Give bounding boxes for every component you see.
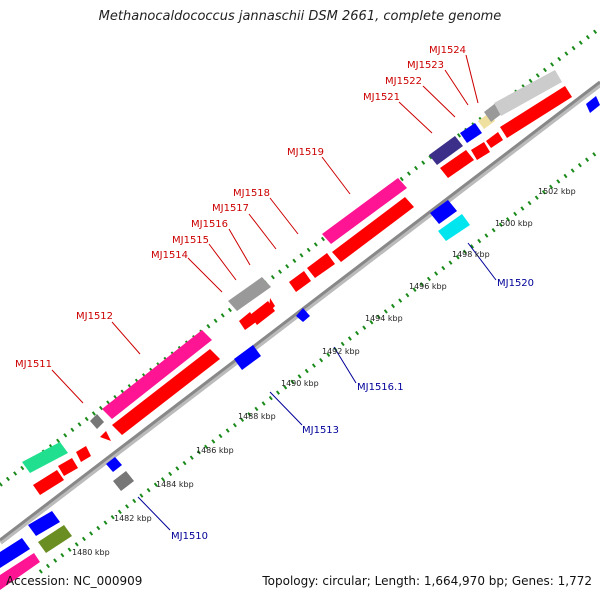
locus-label: MJ1511	[15, 359, 52, 370]
gene-olive-left	[38, 525, 72, 553]
gene-blue-left-1	[28, 511, 60, 536]
inner-tick-track	[38, 148, 600, 574]
gene-lightgray-1524	[494, 70, 562, 116]
leader-lines	[51, 54, 497, 531]
scale-label: 1494 kbp	[365, 314, 403, 323]
gene-red-left-2	[58, 458, 78, 476]
map-title: Methanocaldococcus jannaschii DSM 2661, …	[98, 9, 502, 24]
locus-label: MJ1520	[497, 278, 534, 289]
scale-label: 1488 kbp	[238, 412, 276, 421]
gene-red-left-1	[33, 470, 64, 495]
gene-gray-1511	[90, 414, 104, 429]
gene-blue-1513	[234, 345, 261, 370]
gene-indigo-1521	[429, 136, 463, 165]
locus-label: MJ1516.1	[357, 382, 404, 393]
scale-label: 1484 kbp	[156, 480, 194, 489]
gene-red-1511	[100, 431, 111, 441]
locus-label: MJ1518	[233, 188, 270, 199]
forward-features[interactable]	[22, 70, 600, 495]
gene-red-left-3	[76, 446, 91, 462]
gene-red-1517	[269, 298, 275, 312]
scale-label: 1482 kbp	[114, 514, 152, 523]
reverse-features[interactable]	[0, 200, 470, 590]
gene-blue-left-2	[0, 538, 30, 568]
forward-locus-labels: MJ1511 MJ1512 MJ1514 MJ1515 MJ1516 MJ151…	[15, 45, 466, 370]
gene-red-1516	[250, 301, 275, 325]
locus-label: MJ1519	[287, 147, 324, 158]
gene-red-1521	[440, 150, 474, 178]
locus-label: MJ1510	[171, 531, 208, 542]
gene-blue-1520	[430, 200, 457, 224]
scale-label: 1500 kbp	[495, 219, 533, 228]
gene-cyan-1520	[438, 214, 470, 241]
gene-red-1524	[500, 86, 572, 138]
scale-labels: 1480 kbp 1482 kbp 1484 kbp 1486 kbp 1488…	[72, 187, 576, 557]
scale-label: 1480 kbp	[72, 548, 110, 557]
gene-green-left	[22, 442, 68, 473]
gene-pink-1512	[102, 330, 212, 419]
locus-label: MJ1523	[407, 60, 444, 71]
gene-gray-1510	[113, 471, 134, 491]
locus-label: MJ1514	[151, 250, 188, 261]
gene-red-1519	[332, 197, 414, 262]
gene-blue-1516.1	[296, 308, 310, 322]
gene-pink-1519	[322, 178, 407, 244]
locus-label: MJ1512	[76, 311, 113, 322]
gene-red-1512	[112, 349, 220, 435]
locus-label: MJ1515	[172, 235, 209, 246]
locus-label: MJ1517	[212, 203, 249, 214]
gene-blue-1510	[106, 457, 122, 472]
gene-red-1518	[289, 271, 311, 292]
locus-label: MJ1516	[191, 219, 228, 230]
gene-blue-edge	[586, 96, 600, 113]
reverse-locus-labels: MJ1510 MJ1513 MJ1516.1 MJ1520	[171, 278, 534, 542]
scale-label: 1502 kbp	[538, 187, 576, 196]
gene-gray-1514	[228, 277, 271, 311]
scale-label: 1490 kbp	[281, 379, 319, 388]
gene-pink-left	[0, 553, 40, 590]
gene-blue-1522	[460, 123, 482, 143]
scale-label: 1486 kbp	[196, 446, 234, 455]
scale-label: 1492 kbp	[322, 347, 360, 356]
accession-text: Accession: NC_000909	[6, 574, 143, 588]
scale-label: 1498 kbp	[452, 250, 490, 259]
locus-label: MJ1521	[363, 92, 400, 103]
gene-red-1522	[471, 142, 490, 160]
scale-label: 1496 kbp	[409, 282, 447, 291]
gene-red-1518b	[307, 253, 335, 278]
genome-summary-text: Topology: circular; Length: 1,664,970 bp…	[262, 574, 592, 588]
locus-label: MJ1522	[385, 76, 422, 87]
backbone	[0, 80, 600, 542]
gene-red-1523	[486, 132, 503, 148]
locus-label: MJ1524	[429, 45, 466, 56]
locus-label: MJ1513	[302, 425, 339, 436]
